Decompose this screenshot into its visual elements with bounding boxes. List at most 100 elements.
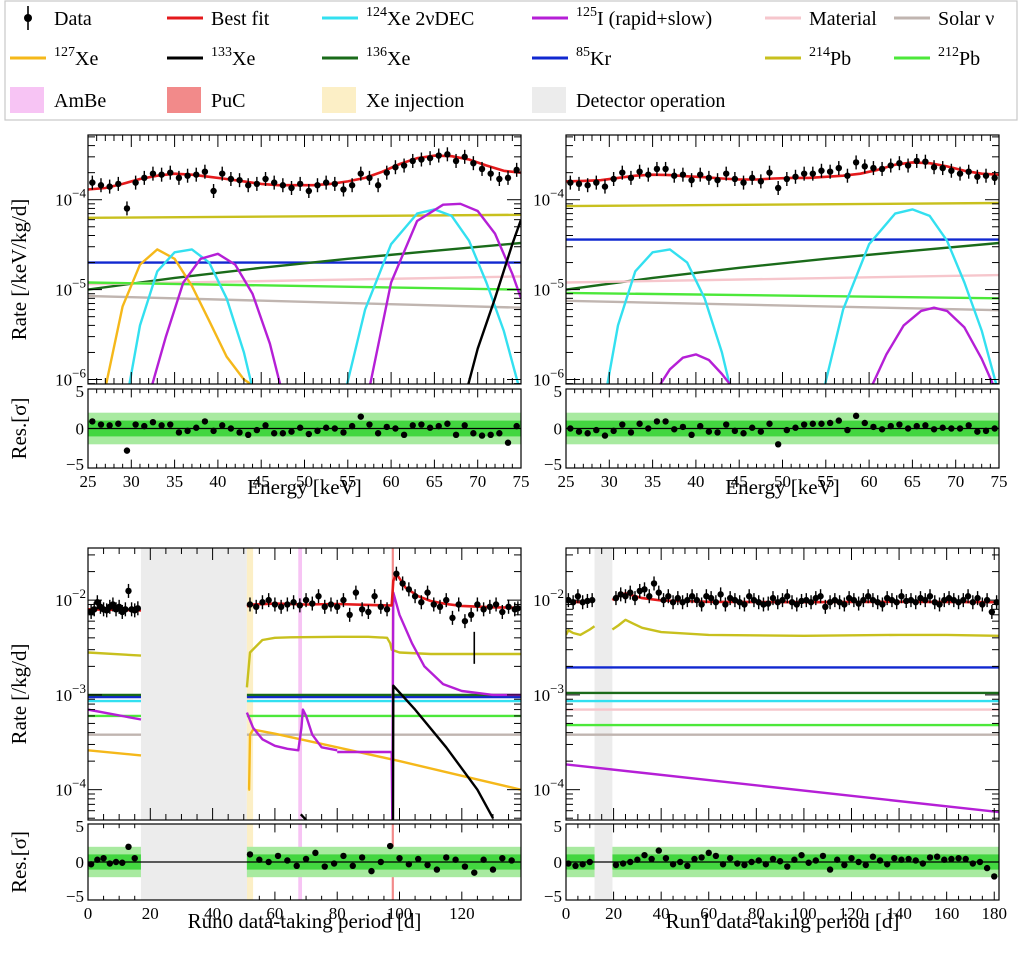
residual-point	[641, 851, 648, 859]
residual-point	[349, 862, 356, 869]
residual-point	[443, 854, 450, 861]
legend-label-rest: Pb	[959, 48, 980, 70]
residual-point	[253, 426, 261, 434]
residual-point	[969, 860, 977, 867]
residual-point	[926, 854, 934, 861]
x-tick-label: 60	[861, 472, 878, 491]
legend-label: 127Xe	[54, 45, 98, 70]
residual-point	[262, 422, 269, 429]
data-point	[610, 175, 617, 183]
legend-label-rest: Xe 2νDEC	[387, 8, 474, 30]
residual-tick-label: 0	[554, 853, 563, 872]
residual-point	[912, 857, 919, 864]
legend-item: Best fit	[167, 8, 270, 30]
data-point	[601, 183, 609, 190]
data-point	[593, 179, 600, 186]
data-point	[315, 593, 322, 600]
residual-point	[386, 842, 394, 850]
data-point	[400, 162, 408, 169]
series-group	[566, 153, 999, 384]
residual-point	[593, 426, 600, 434]
residual-point	[314, 427, 321, 435]
series-line	[659, 353, 732, 384]
residual-point	[284, 857, 291, 864]
x-tick-label: 30	[123, 472, 140, 491]
data-point	[836, 599, 843, 606]
data-point	[418, 156, 425, 163]
residual-point	[898, 856, 905, 863]
x-tick-label: 50	[774, 472, 791, 491]
x-tick-label: 40	[653, 904, 670, 923]
residual-point	[679, 423, 687, 431]
residual-point	[435, 422, 442, 430]
data-point	[588, 596, 596, 604]
residual-point	[305, 430, 313, 438]
data-point	[748, 174, 756, 182]
data-point	[201, 168, 209, 175]
x-tick-label: 80	[329, 904, 346, 923]
legend-label: 133Xe	[211, 45, 255, 70]
y-axis-label: Rate [/keV/kg/d]	[7, 199, 31, 341]
data-point	[305, 187, 313, 195]
residual-point	[719, 861, 727, 868]
residual-point	[913, 422, 920, 430]
legend-label-sup: 125	[576, 5, 597, 20]
residual-point	[861, 419, 868, 427]
data-point	[688, 593, 696, 600]
data-point	[631, 594, 639, 602]
data-point	[167, 169, 174, 176]
y-tick-label: 10−4	[55, 186, 86, 210]
y-tick-label: 10−4	[533, 186, 564, 210]
residual-point	[826, 866, 834, 873]
y-tick-label: 10−3	[55, 681, 86, 705]
data-point	[340, 186, 347, 193]
residual-point	[769, 855, 777, 863]
data-point	[723, 170, 730, 177]
residual-point	[740, 430, 747, 437]
data-point	[348, 182, 356, 189]
series-group	[566, 576, 999, 814]
residual-point	[726, 855, 734, 862]
data-point	[993, 599, 999, 606]
series-line	[299, 813, 307, 820]
data-point	[514, 605, 521, 612]
x-tick-label: 65	[904, 472, 921, 491]
legend-item: 127Xe	[10, 45, 98, 70]
data-point	[411, 593, 419, 600]
data-point	[965, 168, 972, 175]
shaded-band	[140, 548, 247, 820]
residual-point	[612, 861, 620, 869]
data-point	[184, 172, 191, 179]
residual-point	[184, 427, 191, 435]
data-point	[850, 596, 858, 604]
data-point	[822, 603, 829, 611]
data-point	[371, 593, 378, 600]
series-line	[606, 248, 731, 384]
data-point	[444, 151, 451, 158]
y-tick-label: 10−6	[533, 366, 564, 390]
data-point	[671, 172, 678, 179]
data-point	[809, 170, 817, 177]
legend-item: Xe injection	[322, 87, 464, 113]
data-point	[612, 594, 620, 602]
data-point	[722, 601, 729, 608]
legend-label-rest: I (rapid+slow)	[597, 8, 712, 30]
data-point	[697, 171, 704, 178]
data-point	[784, 593, 791, 600]
data-point	[705, 174, 713, 182]
data-point	[860, 596, 867, 604]
data-point	[210, 187, 217, 195]
data-point	[288, 184, 295, 192]
residual-point	[444, 420, 451, 427]
legend-swatch	[167, 87, 201, 113]
residual-point	[106, 422, 113, 429]
residual-point	[919, 860, 927, 867]
data-point	[271, 601, 279, 608]
legend-item: AmBe	[10, 87, 106, 113]
data-point	[309, 600, 316, 607]
residual-point	[452, 856, 459, 863]
series-line	[566, 201, 999, 208]
residual-point	[487, 431, 494, 439]
data-point	[922, 158, 929, 165]
x-tick-label: 45	[731, 472, 748, 491]
